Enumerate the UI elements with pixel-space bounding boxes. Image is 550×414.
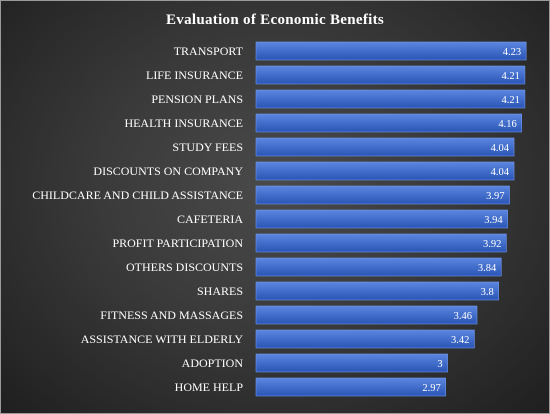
value-label: 4.23 (503, 47, 521, 58)
bar-profit-participation (255, 233, 507, 253)
bar-transport (255, 41, 527, 61)
bar-health-insurance (255, 113, 522, 133)
category-label: HEALTH INSURANCE (124, 116, 243, 130)
value-label: 3.94 (484, 215, 503, 226)
value-label: 3.97 (486, 191, 504, 202)
category-label: DISCOUNTS ON COMPANY (93, 164, 243, 178)
value-label: 3.8 (481, 287, 494, 298)
bars-layer: TRANSPORT 4.23 LIFE INSURANCE 4.21 PENSION P… (32, 41, 527, 397)
category-label: FITNESS AND MASSAGES (100, 308, 243, 322)
category-label: OTHERS DISCOUNTS (126, 260, 243, 274)
bar-adoption (255, 353, 448, 373)
category-label: STUDY FEES (172, 140, 243, 154)
category-label: ASSISTANCE WITH ELDERLY (81, 332, 244, 346)
category-label: PROFIT PARTICIPATION (112, 236, 243, 250)
value-label: 2.97 (422, 383, 440, 394)
bar-cafeteria (255, 209, 508, 229)
category-label: HOME HELP (175, 380, 244, 394)
value-label: 4.21 (502, 71, 520, 82)
category-label: TRANSPORT (174, 44, 244, 58)
value-label: 3.46 (454, 311, 472, 322)
value-label: 4.16 (498, 119, 516, 130)
value-label: 4.21 (502, 95, 520, 106)
value-label: 3.84 (478, 263, 497, 274)
value-label: 4.04 (491, 143, 510, 154)
bar-pension-plans (255, 89, 526, 109)
bar-study-fees (255, 137, 515, 157)
bar-assistance-with-elderly (255, 329, 475, 349)
value-label: 4.04 (491, 167, 510, 178)
value-label: 3.92 (483, 239, 501, 250)
bar-shares (255, 281, 500, 301)
value-label: 3.42 (451, 335, 469, 346)
bar-childcare-and-child-assistance (255, 185, 510, 205)
category-label: ADOPTION (182, 356, 244, 370)
bar-life-insurance (255, 65, 526, 85)
bar-fitness-and-massages (255, 305, 478, 325)
bar-home-help (255, 377, 446, 397)
category-label: CHILDCARE AND CHILD ASSISTANCE (32, 188, 243, 202)
value-label: 3 (437, 359, 442, 370)
bar-others-discounts (255, 257, 502, 277)
category-label: LIFE INSURANCE (146, 68, 243, 82)
bar-discounts-on-company (255, 161, 515, 181)
chart-title: Evaluation of Economic Benefits (165, 12, 385, 28)
category-label: CAFETERIA (177, 212, 243, 226)
category-label: SHARES (197, 284, 243, 298)
category-label: PENSION PLANS (151, 92, 243, 106)
